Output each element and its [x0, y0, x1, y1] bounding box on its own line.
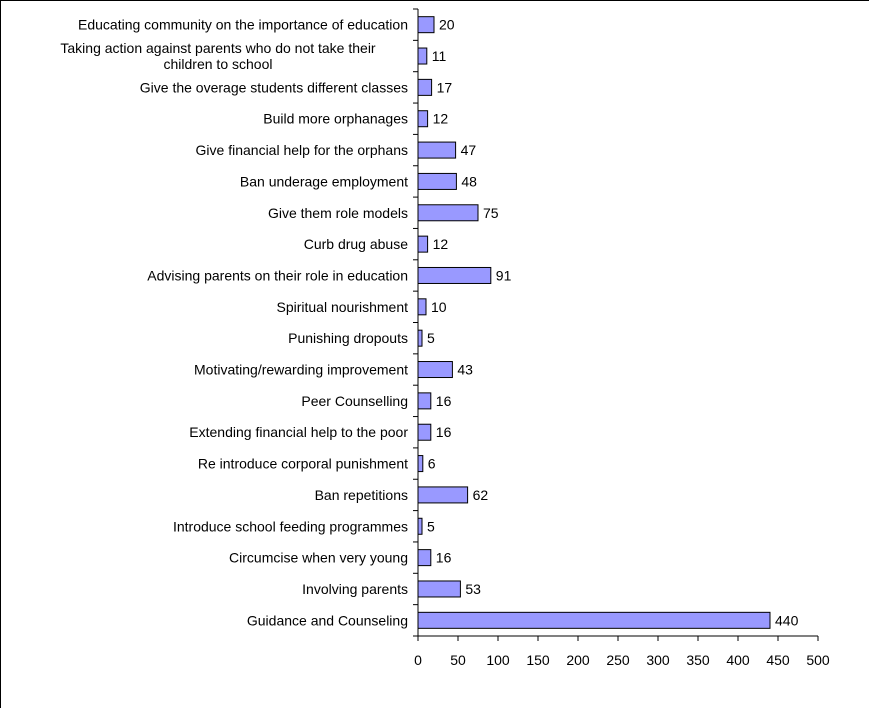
data-label: 17: [437, 79, 453, 95]
bar: [417, 455, 424, 473]
bar: [417, 172, 457, 190]
category-label: Build more orphanages: [263, 111, 408, 127]
bar: [417, 78, 433, 96]
bar: [417, 580, 461, 598]
x-tick-label: 400: [726, 652, 750, 668]
category-label: Advising parents on their role in educat…: [147, 267, 408, 283]
bar: [417, 141, 457, 159]
label-layer: 0 50 100 150 200 250 300 350 400 450 500 20 Educatin…: [60, 17, 829, 668]
bar: [417, 110, 429, 128]
bar: [417, 204, 479, 222]
bar: [417, 517, 423, 535]
bar: [417, 16, 435, 34]
category-label: Ban underage employment: [240, 173, 408, 189]
data-label: 75: [483, 205, 499, 221]
bar: [417, 392, 432, 410]
data-label: 11: [432, 48, 447, 64]
x-tick-label: 150: [526, 652, 550, 668]
data-label: 16: [436, 393, 452, 409]
data-label: 53: [465, 581, 481, 597]
category-label-line: Taking action against parents who do not…: [60, 40, 376, 56]
x-tick-label: 500: [806, 652, 830, 668]
category-label: Give financial help for the orphans: [196, 142, 408, 158]
data-label: 6: [428, 456, 436, 472]
data-label: 43: [457, 362, 473, 378]
bar: [417, 47, 428, 65]
bar: [417, 611, 771, 629]
x-tick-label: 100: [486, 652, 510, 668]
category-label: Guidance and Counseling: [247, 612, 408, 628]
category-label: Motivating/rewarding improvement: [194, 362, 408, 378]
data-label: 91: [496, 267, 512, 283]
category-label: Re introduce corporal punishment: [198, 456, 408, 472]
data-label: 16: [436, 550, 452, 566]
data-label: 47: [461, 142, 477, 158]
axis-layer: [413, 8, 819, 641]
data-label: 440: [775, 612, 799, 628]
data-label: 62: [473, 487, 489, 503]
bar: [417, 266, 492, 284]
category-label: Educating community on the importance of…: [78, 17, 408, 33]
bar: [417, 329, 423, 347]
data-label: 5: [427, 330, 435, 346]
category-label: Punishing dropouts: [288, 330, 408, 346]
bar: [417, 361, 453, 379]
x-tick-label: 450: [766, 652, 790, 668]
bar: [417, 298, 427, 316]
bar: [417, 423, 432, 441]
x-tick-label: 200: [566, 652, 590, 668]
x-tick-label: 0: [414, 652, 422, 668]
data-label: 5: [427, 518, 435, 534]
data-label: 16: [436, 424, 452, 440]
bar-layer: [417, 16, 771, 629]
data-label: 12: [433, 111, 449, 127]
x-tick-label: 50: [450, 652, 466, 668]
bar: [417, 486, 469, 504]
category-label: Give the overage students different clas…: [140, 79, 408, 95]
category-label: Spiritual nourishment: [276, 299, 408, 315]
x-tick-label: 350: [686, 652, 710, 668]
category-label: Curb drug abuse: [304, 236, 409, 252]
category-label: Give them role models: [268, 205, 408, 221]
category-label: Peer Counselling: [301, 393, 408, 409]
category-label: Involving parents: [302, 581, 408, 597]
category-label: Circumcise when very young: [229, 550, 408, 566]
x-tick-label: 250: [606, 652, 630, 668]
bar: [417, 549, 432, 567]
category-label: Ban repetitions: [315, 487, 408, 503]
data-label: 12: [433, 236, 449, 252]
data-label: 20: [439, 17, 455, 33]
category-label: Introduce school feeding programmes: [173, 518, 408, 534]
x-tick-label: 300: [646, 652, 670, 668]
category-label-line: children to school: [164, 56, 273, 72]
category-label: Taking action against parents who do not…: [60, 40, 376, 72]
data-label: 10: [431, 299, 447, 315]
category-label: Extending financial help to the poor: [189, 424, 408, 440]
data-label: 48: [461, 173, 477, 189]
bar: [417, 235, 429, 253]
